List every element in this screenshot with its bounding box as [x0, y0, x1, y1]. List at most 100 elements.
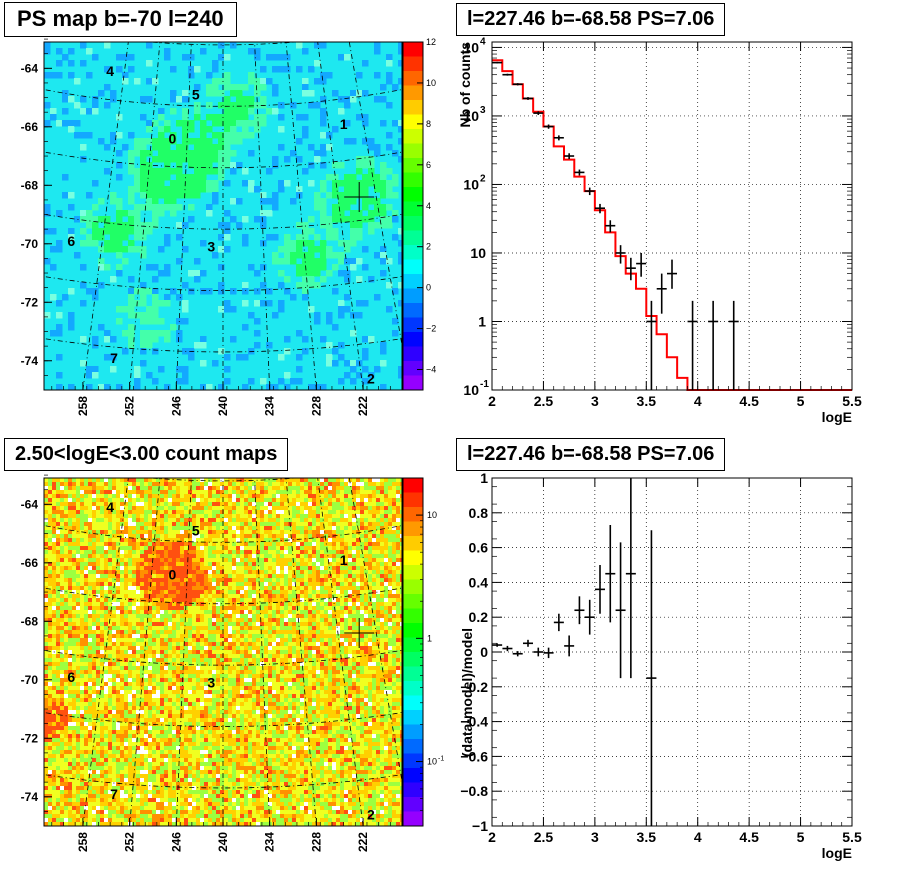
residual-data-point	[625, 478, 636, 679]
spectrum-data-point	[574, 169, 585, 176]
spectrum-data-point	[615, 245, 626, 264]
spectrum-data-point	[533, 111, 544, 115]
residual-data-point	[595, 565, 605, 614]
spectrum-data-point	[512, 83, 523, 86]
ps-y-tick-label: -70	[21, 237, 39, 251]
count-x-tick-label: 240	[216, 832, 230, 852]
ps-crosshair-marker	[344, 181, 375, 212]
spectrum-data-point	[625, 257, 636, 281]
residual-x-tick-label: 3	[591, 829, 599, 845]
residual-y-tick-label: −0.8	[460, 783, 488, 799]
count-crosshair-marker	[344, 617, 375, 648]
count-x-tick-label: 222	[356, 832, 370, 852]
residual-data-point	[533, 647, 544, 657]
spectrum-x-tick-label: 3.5	[637, 393, 657, 409]
residual-y-tick-label: 0.8	[469, 505, 489, 521]
spectrum-x-tick-label: 2.5	[534, 393, 554, 409]
ps-colorbar-tick-label: 0	[426, 283, 431, 293]
residual-x-tick-label: 4.5	[739, 829, 759, 845]
spectrum-grid	[492, 42, 852, 390]
ps-colorbar-tick-label: 10	[426, 78, 436, 88]
ps-y-tick-label: -68	[21, 178, 39, 192]
ps-colorbar-tick-label: 8	[426, 119, 431, 129]
ps-map-title: PS map b=-70 l=240	[4, 2, 237, 37]
ps-x-tick-label: 222	[356, 396, 370, 416]
spectrum-data-point	[502, 73, 513, 76]
count-y-tick-label: -70	[21, 673, 39, 687]
ps-x-tick-label: 240	[216, 396, 230, 416]
count-x-tick-label: 258	[76, 832, 90, 852]
spectrum-y-tick-label: 10	[463, 39, 479, 55]
count-y-tick-label: -66	[21, 556, 39, 570]
residual-y-tick-label: 0.6	[469, 540, 489, 556]
count-source-label: 4	[106, 499, 114, 515]
residual-x-tick-label: 3.5	[637, 829, 657, 845]
spectrum-data-point	[584, 187, 595, 196]
ps-y-tick-label: -64	[21, 61, 39, 75]
residual-data-point	[605, 524, 616, 623]
spectrum-y-tick-label: 10	[463, 108, 479, 124]
count-map-title: 2.50<logE<3.00 count maps	[4, 438, 289, 471]
count-x-tick-label: 228	[309, 832, 323, 852]
count-x-tick-label: 246	[169, 832, 183, 852]
count-x-tick-label: 234	[263, 832, 277, 852]
residual-data-point	[523, 639, 533, 647]
spectrum-x-tick-label: 5	[797, 393, 805, 409]
spectrum-x-tick-label: 3	[591, 393, 599, 409]
spectrum-y-axis-label: Nb of counts	[457, 42, 473, 128]
ps-source-label: 3	[207, 239, 215, 255]
residual-data-point	[502, 645, 513, 652]
ps-source-label: 2	[367, 370, 375, 386]
spectrum-data-point	[523, 97, 533, 100]
ps-pixels	[44, 42, 402, 390]
spectrum-title: l=227.46 b=-68.58 PS=7.06	[456, 3, 726, 36]
residual-x-axis-label: logE	[822, 845, 852, 861]
residual-y-tick-label: −1	[472, 818, 488, 834]
count-source-label: 2	[367, 806, 375, 822]
count-source-label: 1	[340, 552, 348, 568]
spectrum-x-tick-label: 5.5	[842, 393, 862, 409]
spectrum-y-tick-exponent: 3	[480, 105, 486, 116]
ps-x-tick-label: 252	[123, 396, 137, 416]
spectrum-data-point	[553, 135, 564, 141]
spectrum-y-tick-label: 10	[463, 176, 479, 192]
residual-x-tick-label: 5	[797, 829, 805, 845]
spectrum-data-point	[605, 220, 616, 233]
residual-x-tick-label: 2.5	[534, 829, 554, 845]
ps-source-label: 0	[169, 131, 177, 147]
residual-data-point	[574, 596, 585, 625]
ps-x-tick-label: 228	[309, 396, 323, 416]
residual-data-point	[512, 651, 523, 657]
ps-x-tick-label: 258	[76, 396, 90, 416]
spectrum-x-tick-label: 4.5	[739, 393, 759, 409]
spectrum-x-tick-label: 2	[488, 393, 496, 409]
residual-x-tick-label: 2	[488, 829, 496, 845]
count-source-label: 6	[67, 669, 75, 685]
ps-y-tick-label: -66	[21, 120, 39, 134]
residual-y-tick-label: 0	[480, 644, 488, 660]
count-source-label: 5	[192, 523, 200, 539]
residual-data-point	[553, 613, 564, 632]
count-colorbar	[402, 477, 424, 827]
count-source-label: 3	[207, 675, 215, 691]
ps-y-tick-label: -74	[21, 354, 39, 368]
residual-y-tick-label: 0.2	[469, 609, 489, 625]
spectrum-y-tick-exponent: -1	[480, 379, 489, 390]
count-x-tick-label: 252	[123, 832, 137, 852]
count-colorbar-tick-exponent: -1	[438, 756, 444, 763]
count-y-tick-label: -64	[21, 497, 39, 511]
residual-y-tick-label: −0.2	[460, 679, 488, 695]
count-colorbar-tick-label: 10	[427, 757, 437, 767]
spectrum-data-point	[636, 252, 647, 277]
spectrum-data-point	[543, 124, 554, 129]
ps-colorbar	[402, 41, 424, 391]
ps-colorbar-tick-label: 2	[426, 242, 431, 252]
residual-y-tick-label: 1	[480, 470, 488, 486]
count-colorbar-tick-label: 10	[427, 510, 437, 520]
count-source-label: 7	[110, 786, 118, 802]
spectrum-y-tick-exponent: 2	[480, 173, 486, 184]
residual-data-point	[584, 599, 595, 635]
